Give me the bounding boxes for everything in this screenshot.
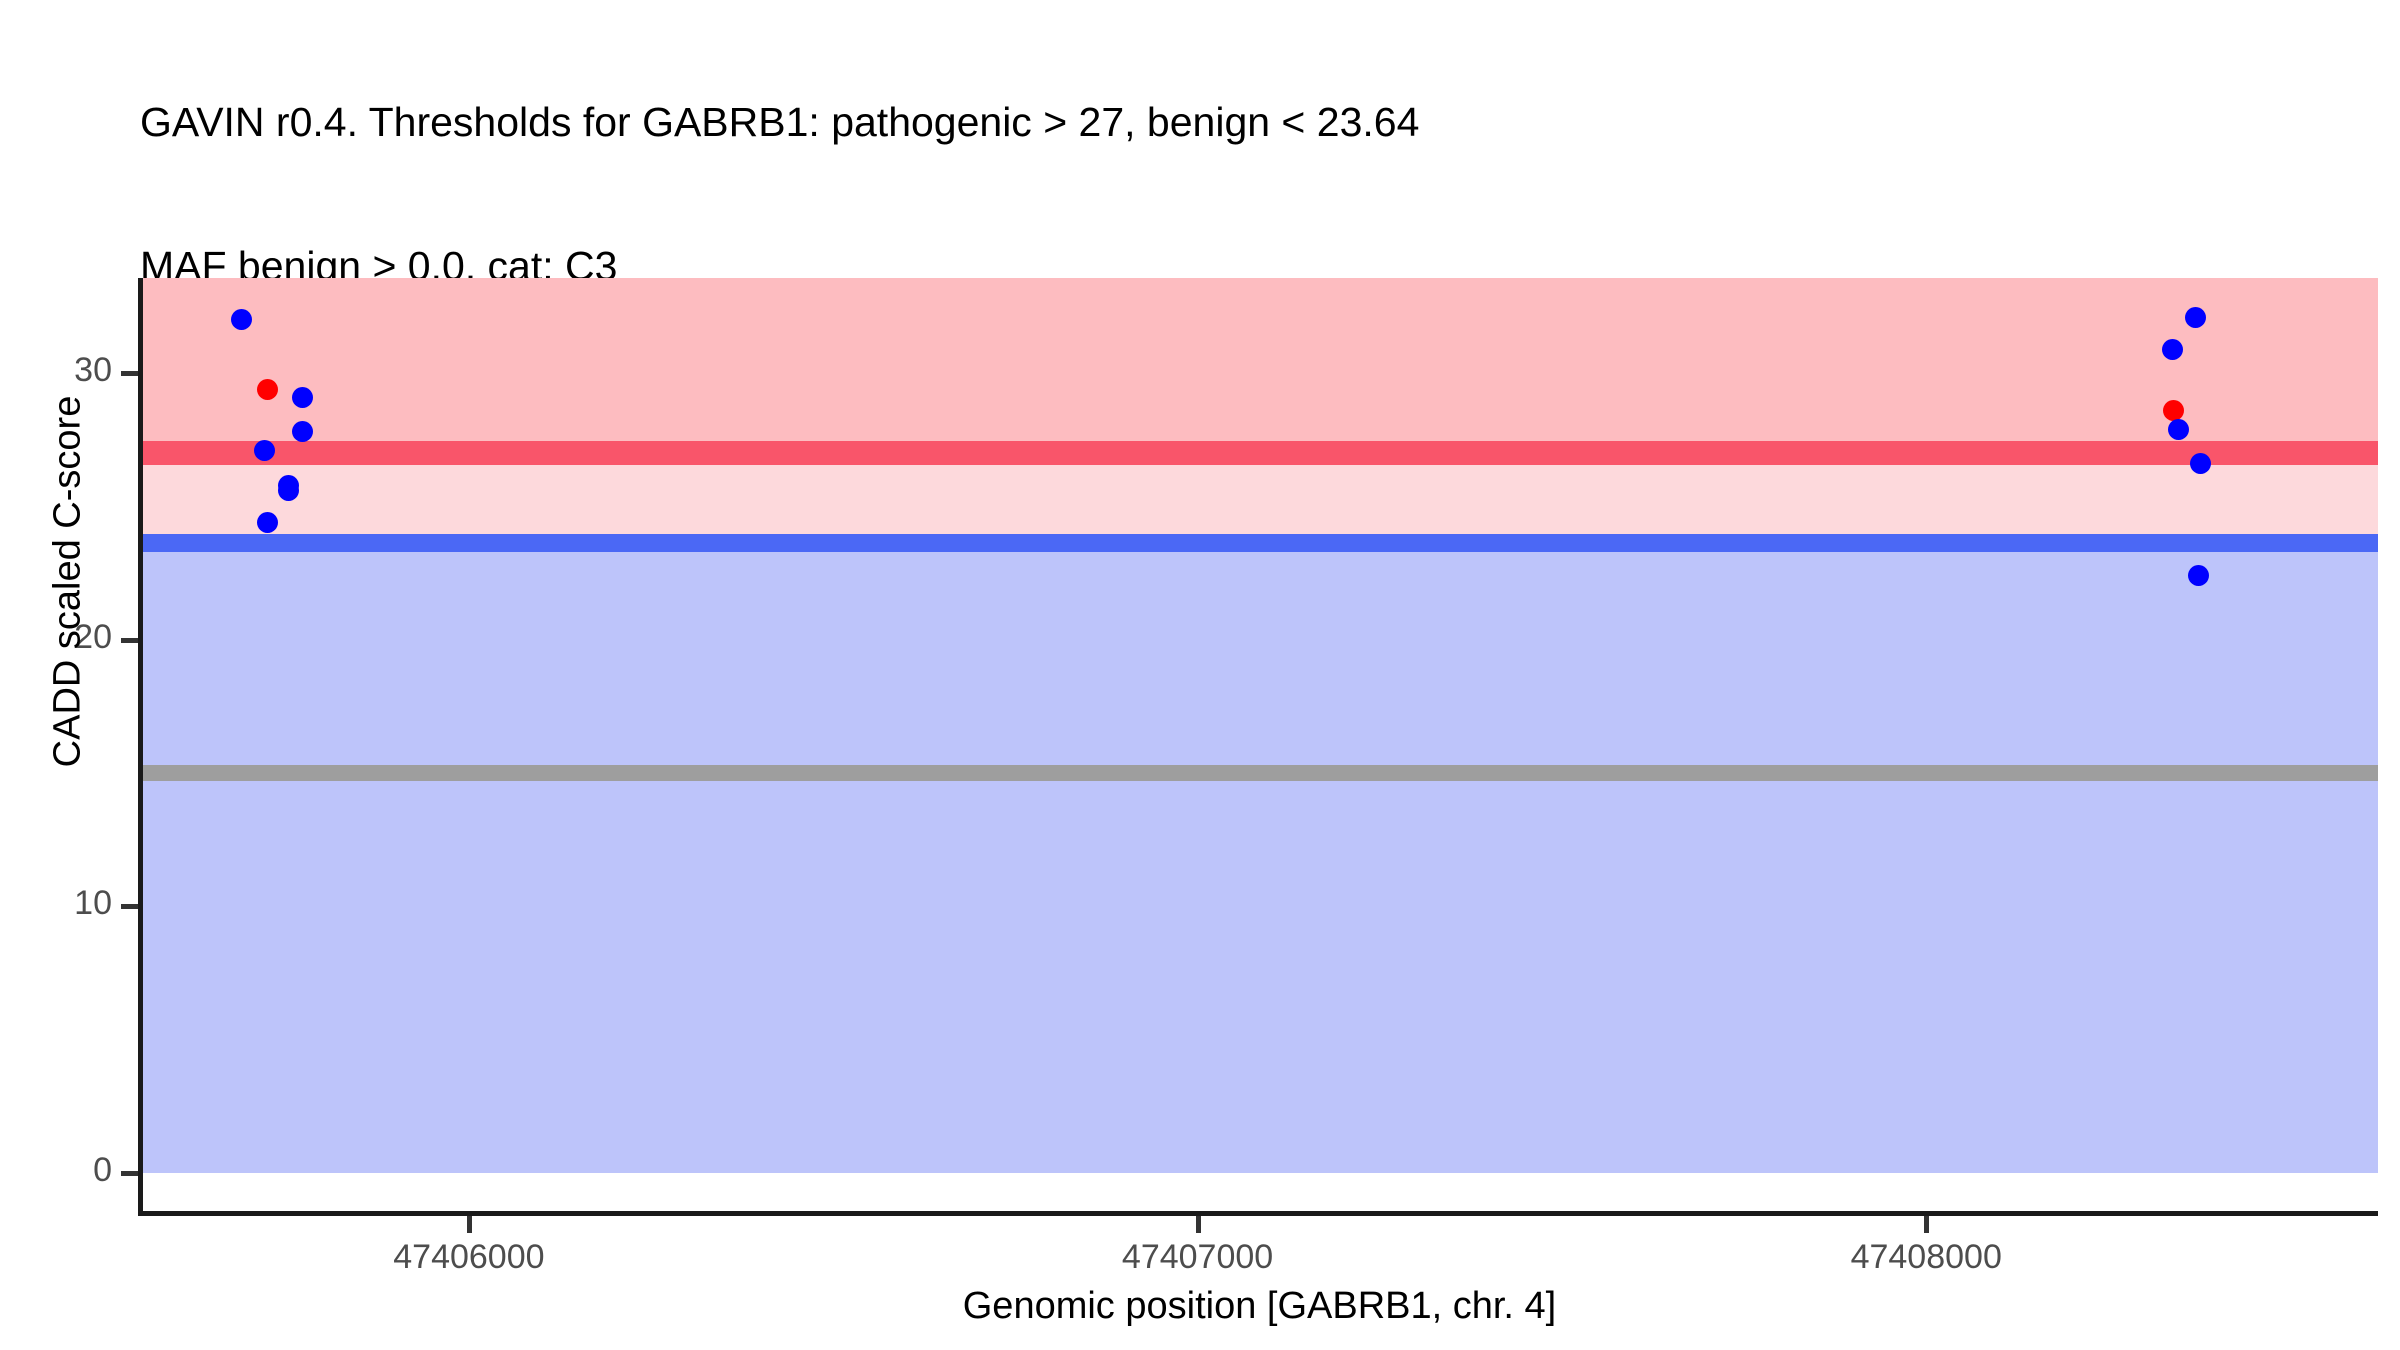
band-ambiguous-region <box>141 465 2378 543</box>
y-tick-label-30: 30 <box>74 351 112 390</box>
gnomad-variant-point <box>2167 418 2189 440</box>
x-tick-label-47406000: 47406000 <box>393 1238 545 1276</box>
y-tick-20 <box>121 637 138 643</box>
gnomad-variant-point <box>256 511 278 533</box>
band-benign-region <box>141 551 2378 1173</box>
x-tick-label-47407000: 47407000 <box>1121 1238 1274 1276</box>
gnomad-variant-point <box>278 479 300 501</box>
gnomad-variant-point <box>231 309 253 331</box>
y-tick-30 <box>121 371 138 377</box>
y-axis-title: CADD scaled C-score <box>46 395 89 768</box>
band-pathogenic-threshold-line <box>141 441 2378 465</box>
y-axis-line <box>138 278 143 1214</box>
x-tick-47407000 <box>1195 1216 1201 1233</box>
band-pathogenic-region <box>141 278 2378 454</box>
clinvar-variant-point <box>2163 399 2185 421</box>
y-tick-label-20: 20 <box>74 617 112 656</box>
gnomad-variant-point <box>2188 565 2210 587</box>
x-axis-line <box>138 1211 2378 1216</box>
gnomad-variant-point <box>254 439 276 461</box>
y-tick-label-10: 10 <box>74 884 112 923</box>
gnomad-variant-point <box>2184 306 2206 328</box>
title-line-1: GAVIN r0.4. Thresholds for GABRB1: patho… <box>140 99 1420 145</box>
x-axis-title: Genomic position [GABRB1, chr. 4] <box>962 1285 1557 1327</box>
band-fallback-threshold-line <box>141 765 2378 781</box>
band-benign-threshold-line <box>141 534 2378 552</box>
x-tick-label-47408000: 47408000 <box>1850 1238 2002 1276</box>
x-tick-47408000 <box>1924 1216 1930 1233</box>
gnomad-variant-point <box>292 421 314 443</box>
y-tick-10 <box>121 904 138 910</box>
y-tick-label-0: 0 <box>93 1151 112 1189</box>
gnomad-variant-point <box>2190 453 2212 475</box>
plot-panel <box>141 278 2378 1213</box>
gnomad-variant-point <box>2162 338 2184 360</box>
x-tick-47406000 <box>466 1216 472 1233</box>
clinvar-variant-point <box>256 378 278 400</box>
gnomad-variant-point <box>292 386 314 408</box>
y-tick-0 <box>121 1171 138 1176</box>
